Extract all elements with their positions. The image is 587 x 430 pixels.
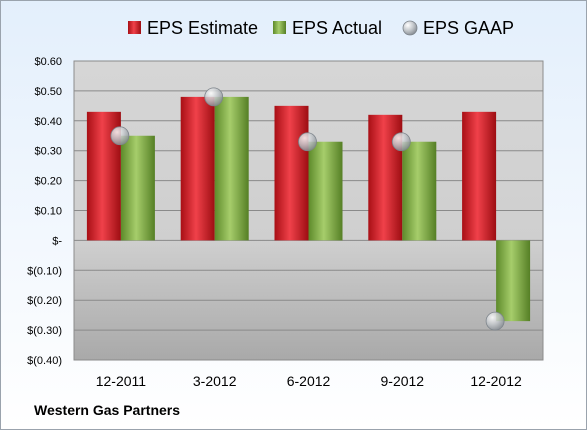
y-tick-label: $(0.10) (27, 265, 62, 277)
legend-label: EPS Estimate (147, 18, 258, 38)
y-tick-label: $0.30 (34, 146, 62, 158)
y-tick-label: $0.20 (34, 176, 62, 188)
x-tick-label: 3-2012 (193, 373, 237, 389)
marker-eps-gaap (110, 126, 130, 146)
y-tick-label: $(0.30) (27, 325, 62, 337)
bar-eps-estimate (462, 111, 497, 241)
marker-eps-gaap (391, 132, 411, 152)
company-name: Western Gas Partners (34, 402, 181, 418)
legend-swatch-estimate (128, 21, 141, 34)
y-axis: $0.60 $0.50 $0.40 $0.30 $0.20 $0.10 $- $(0.10) $… (27, 56, 62, 367)
marker-eps-gaap (298, 132, 317, 152)
y-tick-label: $0.60 (34, 56, 62, 68)
y-tick-label: $0.10 (34, 206, 62, 218)
legend-swatch-actual (273, 21, 286, 34)
x-axis: 12-2011 3-2012 6-2012 9-2012 12-2012 (96, 373, 522, 389)
x-tick-label: 12-2012 (470, 373, 522, 389)
marker-eps-gaap (485, 311, 505, 331)
legend-swatch-gaap (402, 20, 418, 36)
bar-eps-actual (308, 141, 343, 241)
legend: EPS Estimate EPS Actual EPS GAAP (128, 18, 514, 38)
bar-eps-actual (214, 96, 249, 241)
bar-eps-actual (496, 240, 531, 322)
y-tick-label: $(0.40) (27, 355, 62, 367)
y-tick-label: $0.40 (34, 116, 62, 128)
marker-eps-gaap (204, 87, 224, 107)
x-tick-label: 9-2012 (381, 373, 425, 389)
y-tick-label: $0.50 (34, 86, 62, 98)
y-tick-label: $(0.20) (27, 295, 62, 307)
gaap-markers (110, 87, 505, 331)
x-tick-label: 6-2012 (287, 373, 331, 389)
legend-label: EPS Actual (292, 18, 382, 38)
bar-eps-estimate (274, 105, 309, 241)
bar-eps-actual (402, 141, 437, 241)
x-tick-label: 12-2011 (96, 373, 147, 389)
legend-label: EPS GAAP (423, 18, 514, 38)
bar-eps-actual (120, 135, 155, 241)
y-tick-label: $- (52, 235, 62, 247)
bar-eps-estimate (180, 96, 215, 241)
